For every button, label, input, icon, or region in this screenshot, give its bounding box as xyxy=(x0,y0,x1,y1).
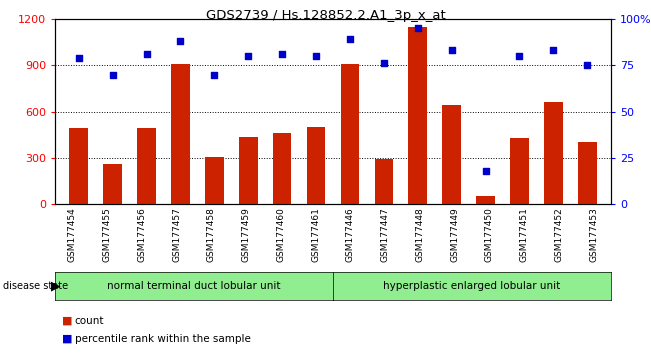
Bar xyxy=(171,64,189,204)
Text: ■: ■ xyxy=(61,316,72,326)
Bar xyxy=(442,105,461,204)
Bar xyxy=(205,157,224,204)
Bar xyxy=(340,64,359,204)
Point xyxy=(277,51,287,57)
Text: GSM177452: GSM177452 xyxy=(555,207,563,262)
Text: GSM177461: GSM177461 xyxy=(311,207,320,262)
Text: percentile rank within the sample: percentile rank within the sample xyxy=(74,333,251,344)
Bar xyxy=(137,129,156,204)
Point xyxy=(209,72,219,77)
Bar xyxy=(104,164,122,204)
Text: GSM177446: GSM177446 xyxy=(346,207,355,262)
Bar xyxy=(510,138,529,204)
Text: GSM177448: GSM177448 xyxy=(415,207,424,262)
Bar xyxy=(273,133,292,204)
Text: GSM177450: GSM177450 xyxy=(485,207,494,262)
Point xyxy=(447,48,457,53)
Point xyxy=(107,72,118,77)
Text: hyperplastic enlarged lobular unit: hyperplastic enlarged lobular unit xyxy=(383,281,561,291)
Bar xyxy=(544,102,562,204)
Point xyxy=(243,53,253,59)
Point xyxy=(175,38,186,44)
Bar xyxy=(408,27,427,204)
Bar xyxy=(374,159,393,204)
Text: GSM177454: GSM177454 xyxy=(68,207,77,262)
Point xyxy=(311,53,321,59)
Text: GSM177456: GSM177456 xyxy=(137,207,146,262)
Text: GSM177447: GSM177447 xyxy=(381,207,390,262)
Text: GSM177458: GSM177458 xyxy=(207,207,216,262)
Point xyxy=(379,61,389,66)
Point xyxy=(480,168,491,173)
Text: count: count xyxy=(74,316,104,326)
Point xyxy=(345,36,355,42)
Text: GSM177451: GSM177451 xyxy=(519,207,529,262)
Text: GSM177460: GSM177460 xyxy=(277,207,285,262)
Text: normal terminal duct lobular unit: normal terminal duct lobular unit xyxy=(107,281,281,291)
Bar xyxy=(70,129,88,204)
Text: GSM177455: GSM177455 xyxy=(103,207,111,262)
Point xyxy=(141,51,152,57)
Text: GSM177457: GSM177457 xyxy=(172,207,181,262)
Point xyxy=(582,62,592,68)
Bar xyxy=(307,127,326,204)
Text: ■: ■ xyxy=(61,333,72,344)
Point xyxy=(413,25,423,31)
Point xyxy=(548,48,559,53)
Point xyxy=(74,55,84,61)
Point xyxy=(514,53,525,59)
Text: GSM177449: GSM177449 xyxy=(450,207,459,262)
Text: GSM177459: GSM177459 xyxy=(242,207,251,262)
Text: GSM177453: GSM177453 xyxy=(589,207,598,262)
Bar xyxy=(578,142,596,204)
Text: ▶: ▶ xyxy=(51,280,60,292)
Text: disease state: disease state xyxy=(3,281,68,291)
Bar xyxy=(239,137,258,204)
Text: GDS2739 / Hs.128852.2.A1_3p_x_at: GDS2739 / Hs.128852.2.A1_3p_x_at xyxy=(206,9,445,22)
Bar xyxy=(477,195,495,204)
